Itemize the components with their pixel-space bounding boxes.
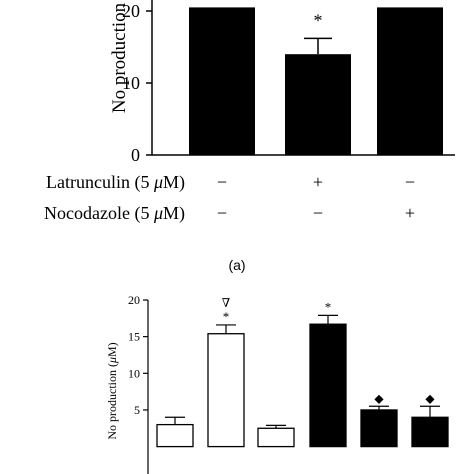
bar-b-2 (207, 333, 245, 448)
treatment-mark: − (217, 203, 227, 223)
treatment-mark: − (217, 172, 227, 192)
treatment-label-latrunculin: Latrunculin (5 μM) (46, 172, 185, 193)
y-tick-label-a: 0 (131, 145, 140, 165)
y-tick-label-b: 10 (128, 366, 140, 380)
treatment-mark: + (313, 172, 323, 192)
bar-a-nocodazole (377, 7, 443, 156)
y-tick-label-b: 5 (134, 403, 140, 417)
significance-b: * (223, 309, 230, 324)
treatment-mark: − (313, 203, 323, 223)
significance-b: * (325, 299, 332, 314)
bar-a-control (189, 7, 255, 156)
bar-a-latrunculin (285, 54, 351, 156)
y-tick-label-a: 20 (122, 1, 140, 21)
panel-label-a: (a) (228, 257, 245, 273)
y-tick-label-b: 20 (128, 293, 140, 307)
bar-b-1 (156, 423, 194, 448)
significance-b: ◆ (374, 391, 384, 405)
bar-b-3 (257, 427, 295, 448)
treatment-mark: − (405, 172, 415, 192)
y-tick-label-a: 10 (122, 73, 140, 93)
bar-b-6 (411, 416, 449, 448)
significance-b: ◆ (425, 391, 435, 405)
y-tick-label-b: 15 (128, 330, 140, 344)
y-axis-label-b: No production (μM) (105, 342, 119, 439)
bar-b-5 (360, 409, 398, 448)
significance-b: ∇ (222, 296, 230, 310)
y-axis-label-a: No production (109, 2, 130, 113)
treatment-mark: + (405, 203, 415, 223)
bar-b-4 (309, 323, 347, 448)
treatment-label-nocodazole: Nocodazole (5 μM) (44, 203, 185, 224)
significance-a: * (314, 10, 323, 30)
